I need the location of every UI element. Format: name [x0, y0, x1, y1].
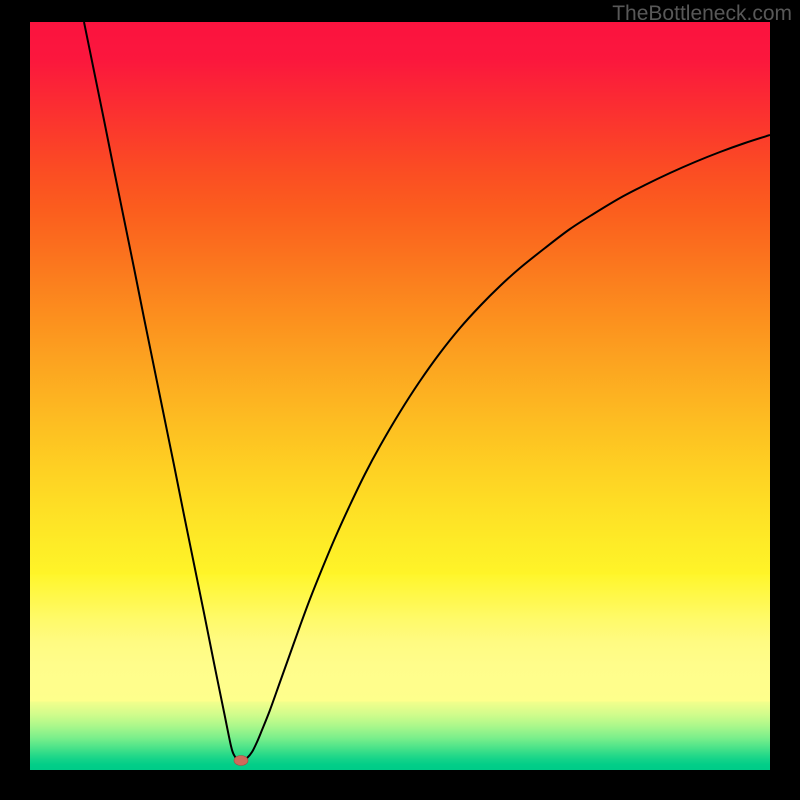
chart-container: { "watermark": { "text": "TheBottleneck.…	[0, 0, 800, 800]
watermark-text: TheBottleneck.com	[612, 2, 792, 26]
bottleneck-chart	[0, 0, 800, 800]
optimum-marker	[234, 756, 248, 766]
plot-gradient-background	[30, 22, 770, 770]
